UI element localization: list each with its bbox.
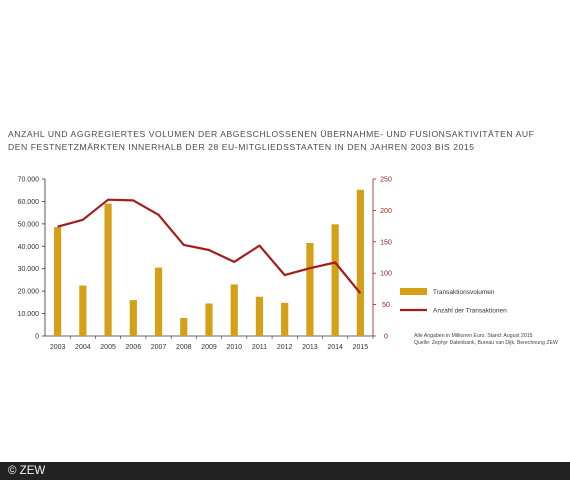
x-tick-label: 2003	[50, 344, 66, 351]
x-tick-label: 2004	[75, 344, 91, 351]
chart-title: ANZAHL UND AGGREGIERTES VOLUMEN DER ABGE…	[8, 128, 562, 153]
x-tick-label: 2006	[126, 344, 142, 351]
right-tick-label: 150	[380, 239, 392, 246]
x-tick-label: 2008	[176, 344, 192, 351]
volume-bar	[356, 189, 364, 336]
legend-swatch-volume	[400, 288, 427, 295]
x-tick-label: 2007	[151, 344, 167, 351]
left-tick-label: 20.000	[18, 289, 40, 296]
left-tick-label: 30.000	[18, 266, 40, 273]
volume-bar	[104, 203, 112, 336]
volume-bar	[331, 224, 339, 336]
right-tick-label: 200	[380, 208, 392, 215]
x-tick-label: 2009	[201, 344, 217, 351]
title-line-1: ANZAHL UND AGGREGIERTES VOLUMEN DER ABGE…	[8, 129, 535, 139]
copyright-bar: © ZEW	[0, 462, 570, 480]
copyright-text: © ZEW	[8, 465, 46, 477]
volume-bar	[180, 318, 188, 336]
left-tick-label: 10.000	[18, 311, 40, 318]
x-tick-label: 2014	[327, 344, 343, 351]
volume-bar	[154, 267, 163, 336]
transactions-line	[57, 198, 362, 294]
x-tick-label: 2015	[353, 344, 369, 351]
combo-chart: 0 10.000 20.000 30.000 40.000 50.000 60.000 70.…	[18, 177, 508, 352]
left-tick-label: 0	[35, 334, 39, 341]
left-tick-label: 70.000	[18, 177, 40, 184]
right-tick-label: 100	[380, 271, 392, 278]
right-tick-label: 250	[380, 177, 392, 184]
volume-bar	[205, 303, 213, 336]
volume-bar	[129, 300, 137, 336]
x-tick-label: 2013	[302, 344, 318, 351]
volume-bar	[54, 227, 62, 336]
x-tick-label: 2012	[277, 344, 293, 351]
chart-notes: Alle Angaben in Millionen Euro. Stand: A…	[414, 333, 558, 347]
right-tick-label: 50	[382, 302, 390, 309]
left-tick-label: 50.000	[18, 221, 40, 228]
left-tick-label: 60.000	[18, 199, 40, 206]
x-tick-label: 2011	[252, 344, 267, 351]
left-tick-label: 40.000	[18, 244, 40, 251]
note-units: Alle Angaben in Millionen Euro. Stand: A…	[414, 333, 533, 339]
volume-bar	[230, 284, 238, 336]
title-line-2: DEN FESTNETZMÄRKTEN INNERHALB DER 28 EU-…	[8, 141, 475, 152]
volume-bar	[281, 302, 289, 336]
x-tick-label: 2010	[226, 344, 242, 351]
volume-bar	[79, 285, 87, 336]
x-tick-label: 2005	[100, 344, 116, 351]
right-tick-label: 0	[384, 334, 388, 341]
legend-label-volume: Transaktionsvolumen	[433, 289, 495, 296]
volume-bar	[306, 242, 314, 336]
legend-label-transactions: Anzahl der Transaktionen	[433, 308, 507, 315]
note-source: Quelle: Zephyr Datenbank, Bureau van Dij…	[414, 340, 558, 346]
volume-bar	[255, 296, 264, 336]
